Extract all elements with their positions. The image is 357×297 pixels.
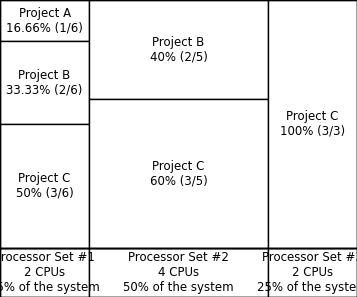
Bar xyxy=(268,0,357,248)
Text: Project C
50% (3/6): Project C 50% (3/6) xyxy=(16,172,74,200)
Bar xyxy=(0,41,89,124)
Text: Project B
40% (2/5): Project B 40% (2/5) xyxy=(150,36,207,64)
Text: Processor Set #1
2 CPUs
25% of the system: Processor Set #1 2 CPUs 25% of the syste… xyxy=(0,251,100,294)
Bar xyxy=(89,248,268,297)
Bar xyxy=(89,0,268,99)
Text: Project C
60% (3/5): Project C 60% (3/5) xyxy=(150,159,207,188)
Text: Project C
100% (3/3): Project C 100% (3/3) xyxy=(280,110,345,138)
Text: Project A
16.66% (1/6): Project A 16.66% (1/6) xyxy=(6,7,83,35)
Bar xyxy=(0,124,89,248)
Bar xyxy=(0,248,357,297)
Bar xyxy=(268,248,357,297)
Text: Project B
33.33% (2/6): Project B 33.33% (2/6) xyxy=(6,69,83,97)
Bar xyxy=(0,0,357,248)
Text: Processor Set #2
4 CPUs
50% of the system: Processor Set #2 4 CPUs 50% of the syste… xyxy=(123,251,234,294)
Bar xyxy=(89,99,268,248)
Text: Processor Set #3
2 CPUs
25% of the system: Processor Set #3 2 CPUs 25% of the syste… xyxy=(257,251,357,294)
Bar xyxy=(0,0,89,41)
Bar xyxy=(0,248,89,297)
